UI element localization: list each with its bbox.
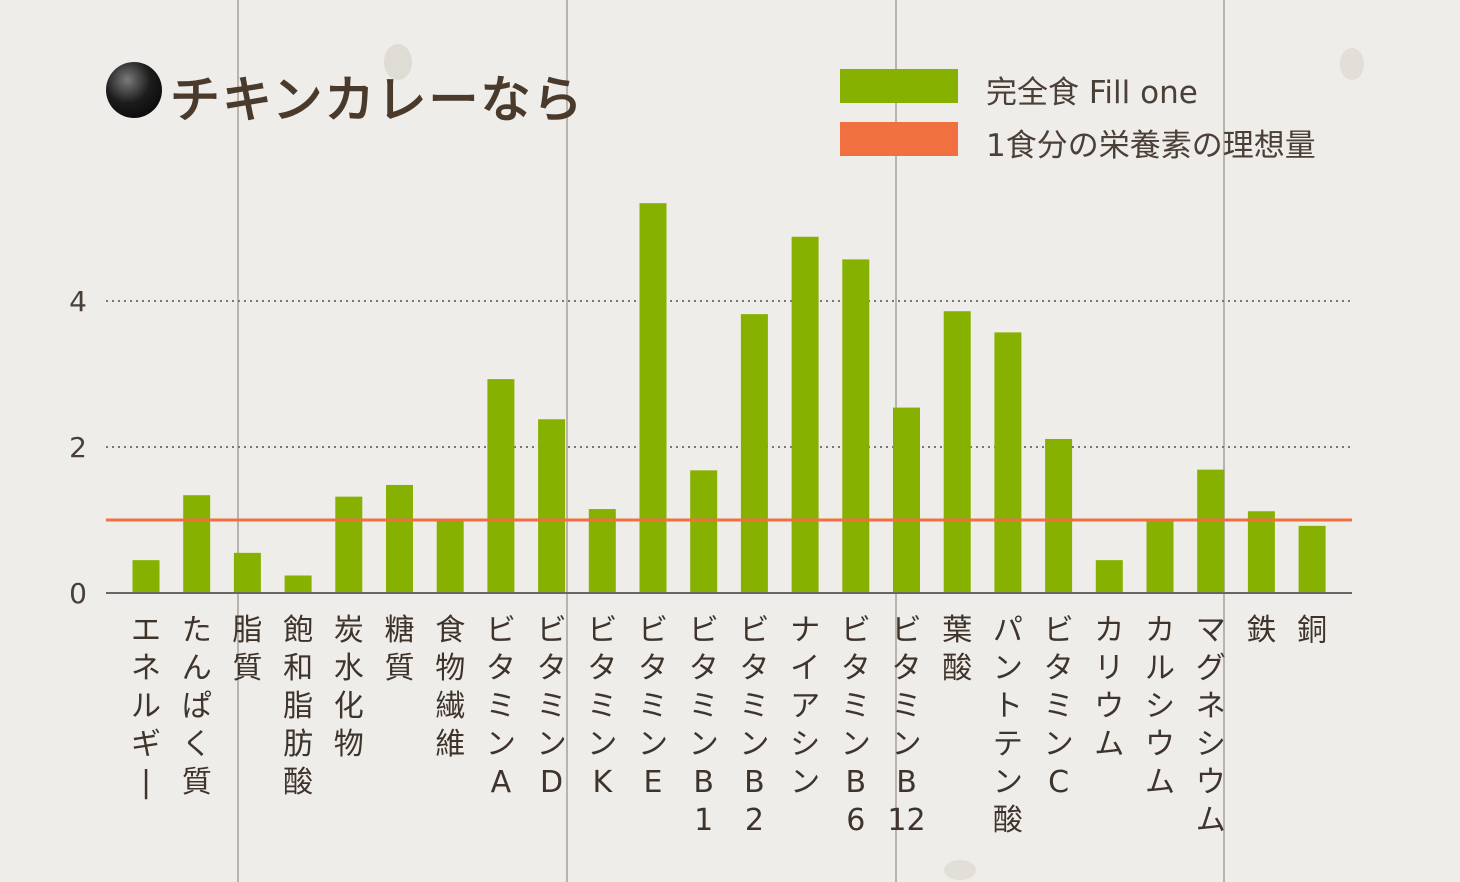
bar-4	[335, 496, 363, 593]
x-tick-label-18: ビタミン C	[1044, 613, 1074, 800]
legend-label-fill-one: 完全食 Fill one	[986, 75, 1198, 111]
x-tick-label-1: たんぱく質	[182, 613, 212, 800]
x-tick-label-9: ビタミン K	[587, 613, 617, 800]
bar-17	[994, 332, 1022, 593]
bar-16	[943, 311, 971, 593]
x-tick-label-4: 炭水化物	[334, 613, 364, 762]
y-tick-label-2: 2	[69, 431, 87, 464]
bar-11	[690, 470, 718, 593]
bar-20	[1146, 518, 1174, 593]
bar-13	[791, 236, 819, 593]
bar-10	[639, 203, 667, 593]
bar-2	[233, 552, 261, 593]
x-tick-label-2: 脂質	[232, 613, 262, 686]
legend-label-ideal: 1食分の栄養素の理想量	[986, 128, 1316, 164]
x-tick-label-6: 食物繊維	[435, 613, 465, 762]
bar-21	[1197, 469, 1225, 593]
bar-14	[842, 259, 870, 593]
x-tick-label-5: 糖質	[385, 613, 415, 686]
x-tick-label-19: カリウム	[1094, 613, 1124, 762]
y-tick-label-0: 0	[69, 577, 87, 610]
x-tick-label-3: 飽和脂肪酸	[283, 613, 313, 800]
bar-19	[1095, 560, 1123, 593]
x-tick-label-0: エネルギ|	[131, 613, 161, 800]
bar-23	[1298, 525, 1326, 593]
title-bullet-icon	[106, 62, 162, 118]
bar-9	[588, 509, 616, 593]
bar-0	[132, 560, 160, 593]
bar-18	[1045, 438, 1073, 593]
bar-6	[436, 520, 464, 593]
bar-12	[740, 314, 768, 593]
y-tick-label-4: 4	[69, 285, 87, 318]
x-tick-label-23: 銅	[1297, 613, 1327, 648]
chart-title: チキンカレーなら	[170, 71, 585, 129]
x-tick-label-22: 鉄	[1246, 613, 1276, 648]
x-tick-label-20: カルシウム	[1145, 613, 1175, 800]
x-tick-label-8: ビタミン D	[537, 613, 567, 800]
x-tick-label-11: ビタミン B 1	[689, 613, 719, 838]
x-tick-label-10: ビタミン E	[638, 613, 668, 800]
bar-5	[386, 484, 413, 593]
x-tick-label-17: パントテン酸	[993, 613, 1023, 838]
x-tick-label-12: ビタミン B 2	[739, 613, 769, 838]
x-tick-label-14: ビタミン B 6	[841, 613, 871, 838]
bar-22	[1247, 511, 1275, 593]
x-tick-label-13: ナイアシン	[790, 613, 820, 800]
legend-swatch-fill-one	[840, 69, 958, 103]
bar-15	[893, 407, 920, 593]
x-tick-label-15: ビタミン B 12	[887, 613, 925, 838]
bar-3	[284, 575, 312, 593]
x-tick-label-16: 葉酸	[942, 613, 972, 686]
x-tick-label-21: マグネシウム	[1196, 613, 1226, 838]
bar-7	[487, 379, 515, 593]
x-tick-label-7: ビタミン A	[486, 613, 516, 800]
bar-8	[538, 419, 566, 593]
bar-1	[183, 495, 211, 593]
legend-swatch-ideal	[840, 122, 958, 156]
